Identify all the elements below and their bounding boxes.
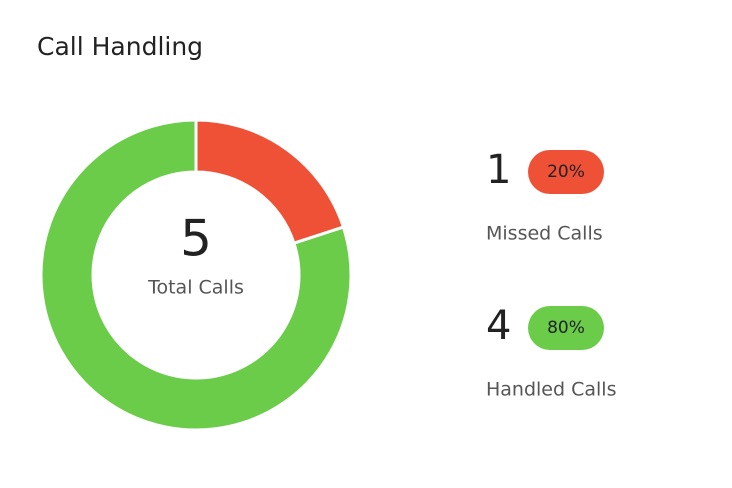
percent-pill bbox=[528, 150, 604, 194]
category-label: Missed Calls bbox=[486, 223, 603, 245]
donut-segment bbox=[39, 118, 353, 432]
count-value: 1 bbox=[486, 147, 511, 193]
percent-pill bbox=[528, 306, 604, 350]
total-label: Total Calls bbox=[147, 277, 244, 299]
count-value: 4 bbox=[486, 303, 511, 349]
chart-title: Call Handling bbox=[37, 32, 203, 61]
category-label: Handled Calls bbox=[486, 379, 616, 401]
donut bbox=[39, 118, 353, 432]
percent-label: 20% bbox=[547, 162, 585, 182]
percent-label: 80% bbox=[547, 318, 585, 338]
total-value: 5 bbox=[180, 210, 212, 268]
